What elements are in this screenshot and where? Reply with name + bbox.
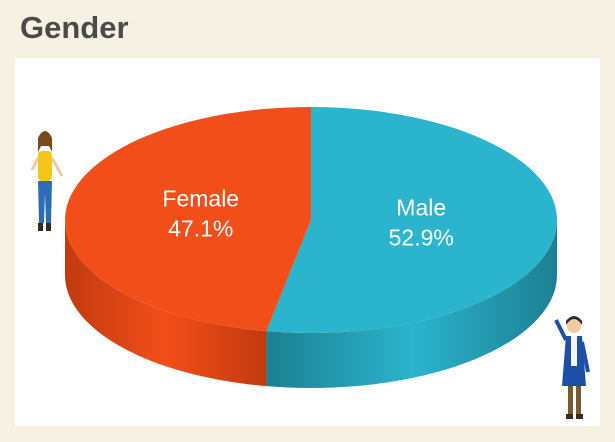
female-figure: [32, 131, 62, 231]
pie: Male 52.9% Female 47.1%: [65, 107, 557, 388]
slice-label: Female: [162, 185, 239, 211]
page: {"chart_data": {"type": "pie3d", "title"…: [0, 0, 615, 442]
value-label: 52.9%: [389, 225, 454, 251]
value-label: 47.1%: [168, 215, 233, 241]
chart: Male 52.9% Female 47.1%: [0, 0, 615, 442]
slice-label: Male: [396, 195, 446, 221]
male-figure: [556, 316, 588, 419]
